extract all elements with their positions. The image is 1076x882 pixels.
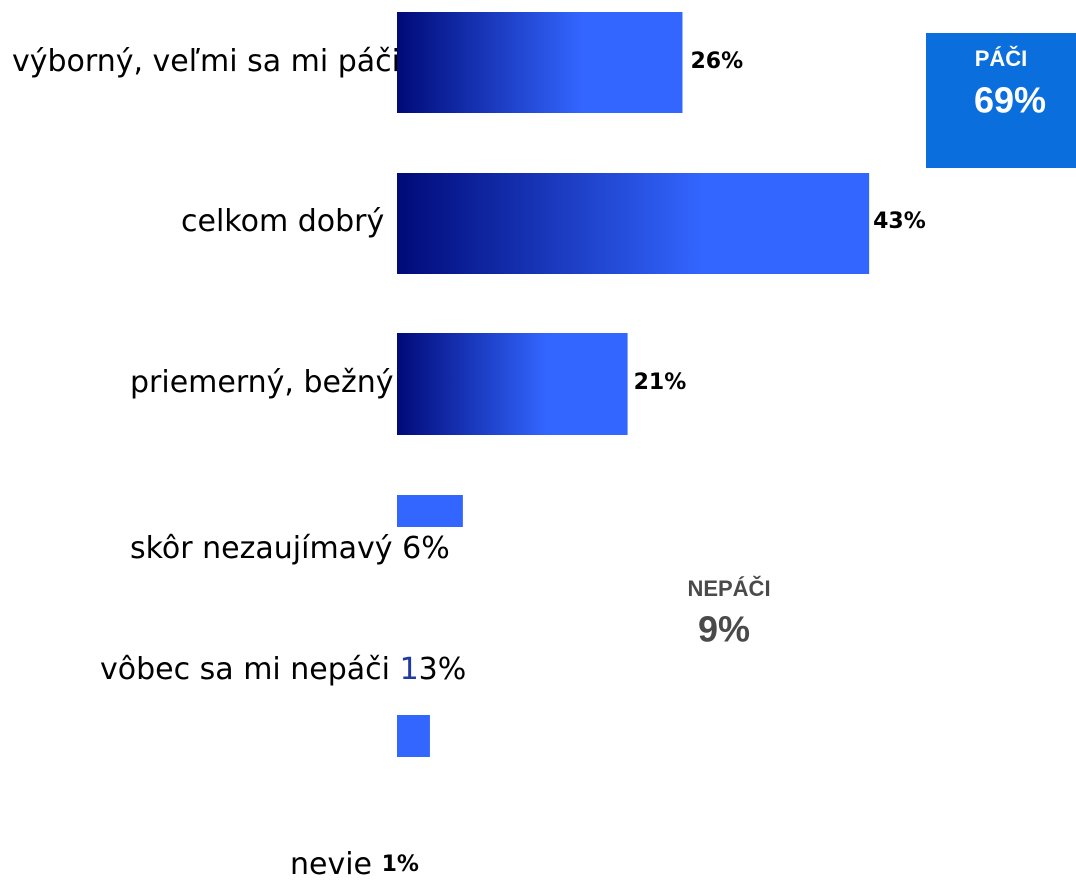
category-name: skôr nezaujímavý — [130, 531, 393, 566]
summary-value: 69% — [974, 80, 1046, 121]
gap — [390, 652, 400, 687]
value-label: 1% — [382, 852, 419, 877]
category-label: celkom dobrý — [181, 204, 384, 239]
gap — [372, 847, 382, 882]
category-name: priemerný, bežný — [130, 365, 394, 400]
value-label: 43% — [873, 209, 926, 234]
category-label: priemerný, bežný — [130, 365, 394, 400]
category-label: výborný, veľmi sa mi páči — [12, 44, 400, 79]
value-label: 3% — [419, 652, 467, 687]
category-name: celkom dobrý — [181, 204, 384, 239]
category-label: vôbec sa mi nepáči 13% — [100, 652, 466, 687]
gap — [393, 531, 403, 566]
category-name: nevie — [290, 847, 372, 882]
value-label: 26% — [690, 49, 743, 74]
summary-label: PÁČI — [975, 46, 1028, 71]
summary-value: 9% — [698, 609, 750, 650]
summary-box — [926, 33, 1076, 168]
bar — [397, 715, 430, 757]
bar — [397, 173, 870, 274]
bar — [397, 333, 628, 435]
value-label: 6% — [402, 531, 450, 566]
category-label: nevie 1% — [290, 847, 419, 882]
stray-text: 1 — [400, 652, 419, 687]
category-label: skôr nezaujímavý 6% — [130, 531, 450, 566]
category-name: vôbec sa mi nepáči — [100, 652, 390, 687]
category-name: výborný, veľmi sa mi páči — [12, 44, 400, 79]
bar — [397, 495, 463, 527]
bar — [397, 12, 683, 113]
summary-label: NEPÁČI — [687, 576, 770, 601]
value-label: 21% — [634, 370, 687, 395]
